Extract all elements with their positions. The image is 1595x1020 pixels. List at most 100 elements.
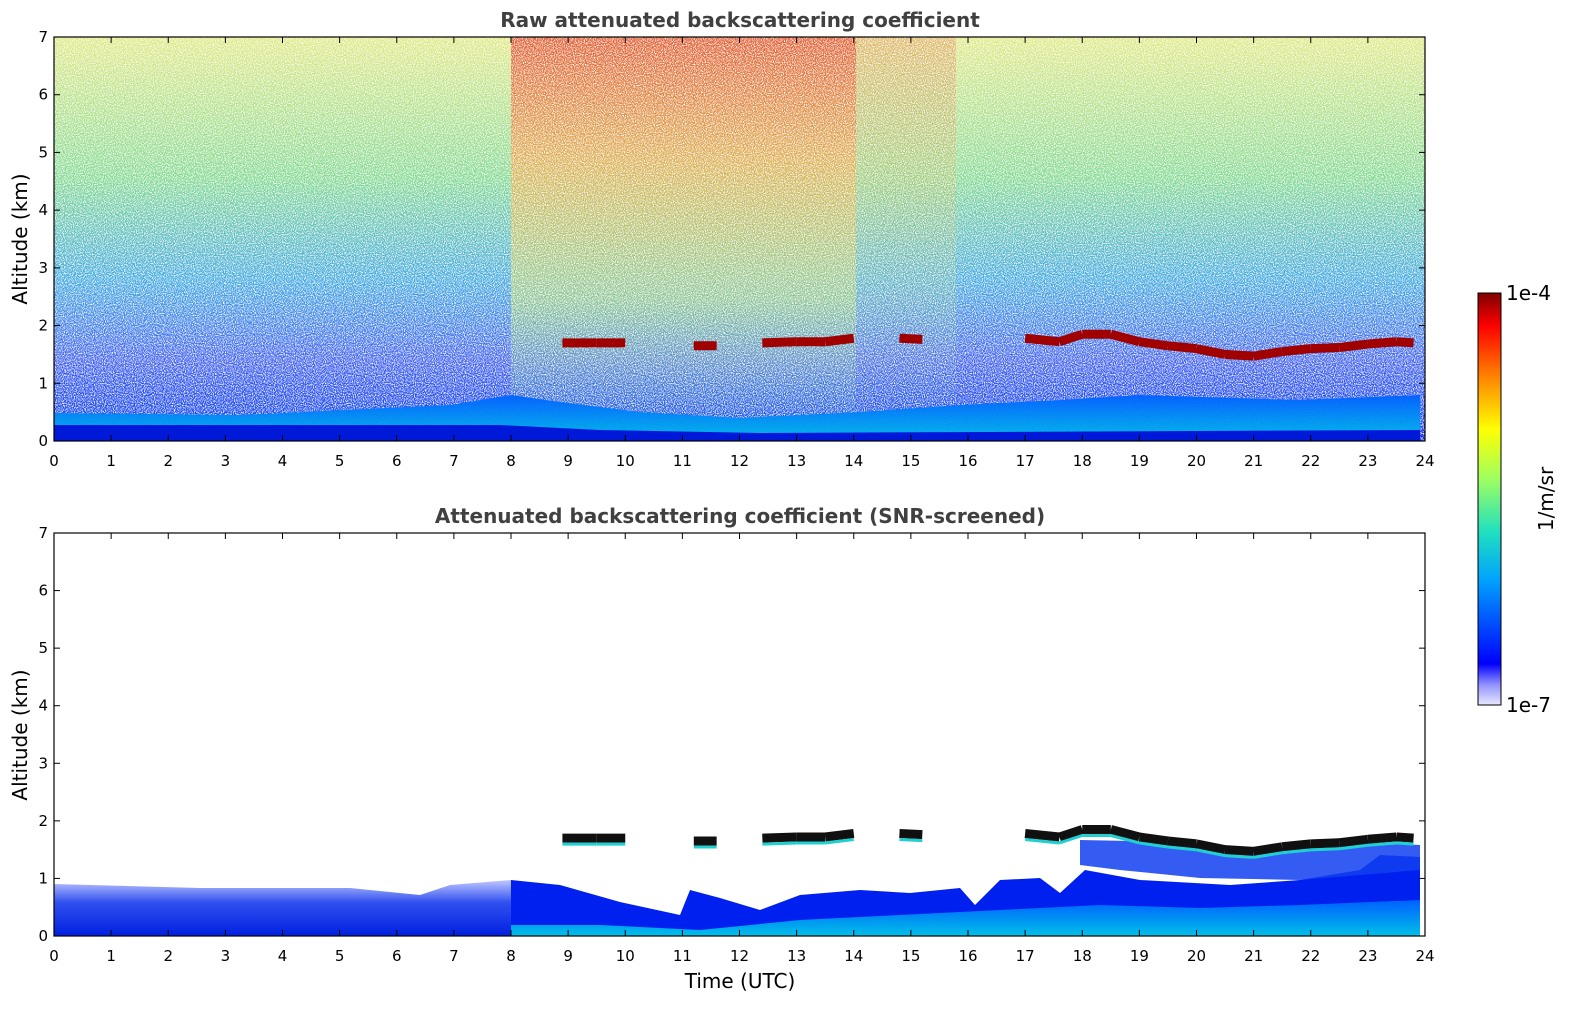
bottom-cloud-segment <box>1024 829 1060 842</box>
top-x-tick-label: 24 <box>1415 452 1434 470</box>
colorbar-unit-label: 1/m/sr <box>1534 466 1558 531</box>
bottom-cloud-edge <box>1253 851 1283 859</box>
top-near-surface-dense-layer <box>54 425 1420 441</box>
top-x-tick-label: 15 <box>901 452 920 470</box>
bottom-cloud-edge <box>1396 841 1414 846</box>
bottom-ground-layer <box>511 900 1420 936</box>
top-y-tick-label: 1 <box>38 374 48 392</box>
top-cloud-segment <box>1224 349 1254 361</box>
top-x-tick-label: 16 <box>958 452 977 470</box>
bottom-cloud-edge <box>762 841 797 846</box>
bottom-cloud-segment <box>1310 838 1340 849</box>
bottom-cloud-edge <box>1224 854 1254 859</box>
top-x-tick-label: 14 <box>844 452 863 470</box>
bottom-cloud-edge <box>1367 841 1397 847</box>
bottom-x-tick-label: 7 <box>449 947 459 965</box>
bottom-x-tick-label: 23 <box>1358 947 1377 965</box>
top-y-tick-label: 7 <box>38 28 48 46</box>
top-y-tick-label: 0 <box>38 432 48 450</box>
top-y-tick-label: 2 <box>38 317 48 335</box>
top-x-tick-label: 20 <box>1187 452 1206 470</box>
bottom-cloud-segment <box>1252 842 1283 856</box>
top-x-tick-label: 18 <box>1073 452 1092 470</box>
bottom-cloud-segment <box>1224 845 1254 856</box>
bottom-cloud-edge <box>1167 845 1197 852</box>
top-y-tick-label: 3 <box>38 259 48 277</box>
top-cloud-segment <box>1109 329 1141 347</box>
bottom-cloud-edge <box>1282 848 1311 855</box>
top-cloud-segment <box>1057 329 1084 347</box>
bottom-x-tick-label: 5 <box>335 947 345 965</box>
bottom-cloud-segment <box>1138 832 1169 846</box>
bottom-y-tick-label: 7 <box>38 524 48 542</box>
top-cloud-segment <box>1396 337 1414 348</box>
bottom-cloud-layer <box>562 824 1414 859</box>
bottom-cloud-edge <box>1058 834 1083 845</box>
top-x-tick-label: 11 <box>673 452 692 470</box>
top-noise-speckle <box>54 37 1425 441</box>
top-y-axis-label: Altitude (km) <box>8 173 32 304</box>
bottom-axes: 0 1 2 3 4 5 6 7 8 9 10 11 12 13 14 15 16 17 18 19 20 21 22 23 24… <box>38 524 1434 965</box>
bottom-x-axis-label: Time (UTC) <box>684 969 796 993</box>
bottom-cloud-edge <box>825 838 854 845</box>
top-cloud-segment <box>1252 347 1283 361</box>
bottom-x-tick-label: 0 <box>49 947 59 965</box>
top-cloud-segment <box>824 333 855 347</box>
top-x-tick-label: 7 <box>449 452 459 470</box>
bottom-panel-title: Attenuated backscattering coefficient (S… <box>435 504 1045 528</box>
bottom-y-tick-label: 0 <box>38 927 48 945</box>
top-x-tick-label: 4 <box>278 452 288 470</box>
bottom-y-axis-label: Altitude (km) <box>8 669 32 800</box>
bottom-cloud-segment <box>1109 825 1141 842</box>
top-cloud-segment <box>1367 337 1397 349</box>
bottom-x-tick-label: 8 <box>506 947 516 965</box>
bottom-cloud-segment <box>1367 832 1397 844</box>
bottom-y-tick-label: 2 <box>38 812 48 830</box>
bottom-cloud-edge <box>899 838 923 843</box>
bottom-x-tick-label: 11 <box>673 947 692 965</box>
bottom-x-tick-label: 1 <box>106 947 116 965</box>
top-x-tick-label: 10 <box>616 452 635 470</box>
top-y-tick-label: 5 <box>38 143 48 161</box>
top-x-tick-label: 13 <box>787 452 806 470</box>
bottom-y-tick-label: 4 <box>38 697 48 715</box>
bottom-cloud-edge <box>1196 848 1226 858</box>
bottom-cloud-edge <box>1110 834 1140 845</box>
bottom-x-tick-label: 13 <box>787 947 806 965</box>
top-cloud-segment <box>1138 337 1169 351</box>
bottom-x-tick-label: 9 <box>563 947 573 965</box>
top-x-tick-label: 23 <box>1358 452 1377 470</box>
bottom-cloud-segment <box>824 829 855 842</box>
top-y-tick-label: 4 <box>38 201 48 219</box>
bottom-x-tick-label: 3 <box>221 947 231 965</box>
top-x-tick-label: 2 <box>163 452 173 470</box>
bottom-x-tick-label: 20 <box>1187 947 1206 965</box>
bottom-x-tick-label: 4 <box>278 947 288 965</box>
bottom-y-tick-label: 3 <box>38 754 48 772</box>
bottom-cloud-edge <box>1310 847 1340 852</box>
bottom-cloud-segment <box>1195 839 1226 855</box>
bottom-y-tick-label: 5 <box>38 639 48 657</box>
colorbar <box>1477 292 1502 706</box>
top-x-tick-label: 17 <box>1016 452 1035 470</box>
top-axes: 0 1 2 3 4 5 6 7 8 9 10 11 12 13 14 15 16 17 18 19 20 21 22 23 24… <box>38 28 1434 470</box>
bottom-y-tick-label: 6 <box>38 582 48 600</box>
top-cloud-segment <box>1024 333 1060 347</box>
bottom-x-tick-label: 16 <box>958 947 977 965</box>
top-cloud-layer <box>562 329 1414 361</box>
top-cloud-segment <box>1195 344 1226 359</box>
bottom-panel-plot <box>54 533 1425 936</box>
top-cloud-segment <box>762 337 797 348</box>
top-panel-plot <box>54 37 1425 441</box>
bottom-x-tick-label: 10 <box>616 947 635 965</box>
bottom-y-tick-label: 1 <box>38 869 48 887</box>
top-x-tick-label: 9 <box>563 452 573 470</box>
top-x-tick-label: 0 <box>49 452 59 470</box>
bottom-x-tick-label: 21 <box>1244 947 1263 965</box>
colorbar-max-label: 1e-4 <box>1506 281 1551 305</box>
bottom-x-tick-label: 15 <box>901 947 920 965</box>
top-x-tick-label: 1 <box>106 452 116 470</box>
top-cloud-segment <box>1281 344 1312 357</box>
top-x-tick-label: 22 <box>1301 452 1320 470</box>
